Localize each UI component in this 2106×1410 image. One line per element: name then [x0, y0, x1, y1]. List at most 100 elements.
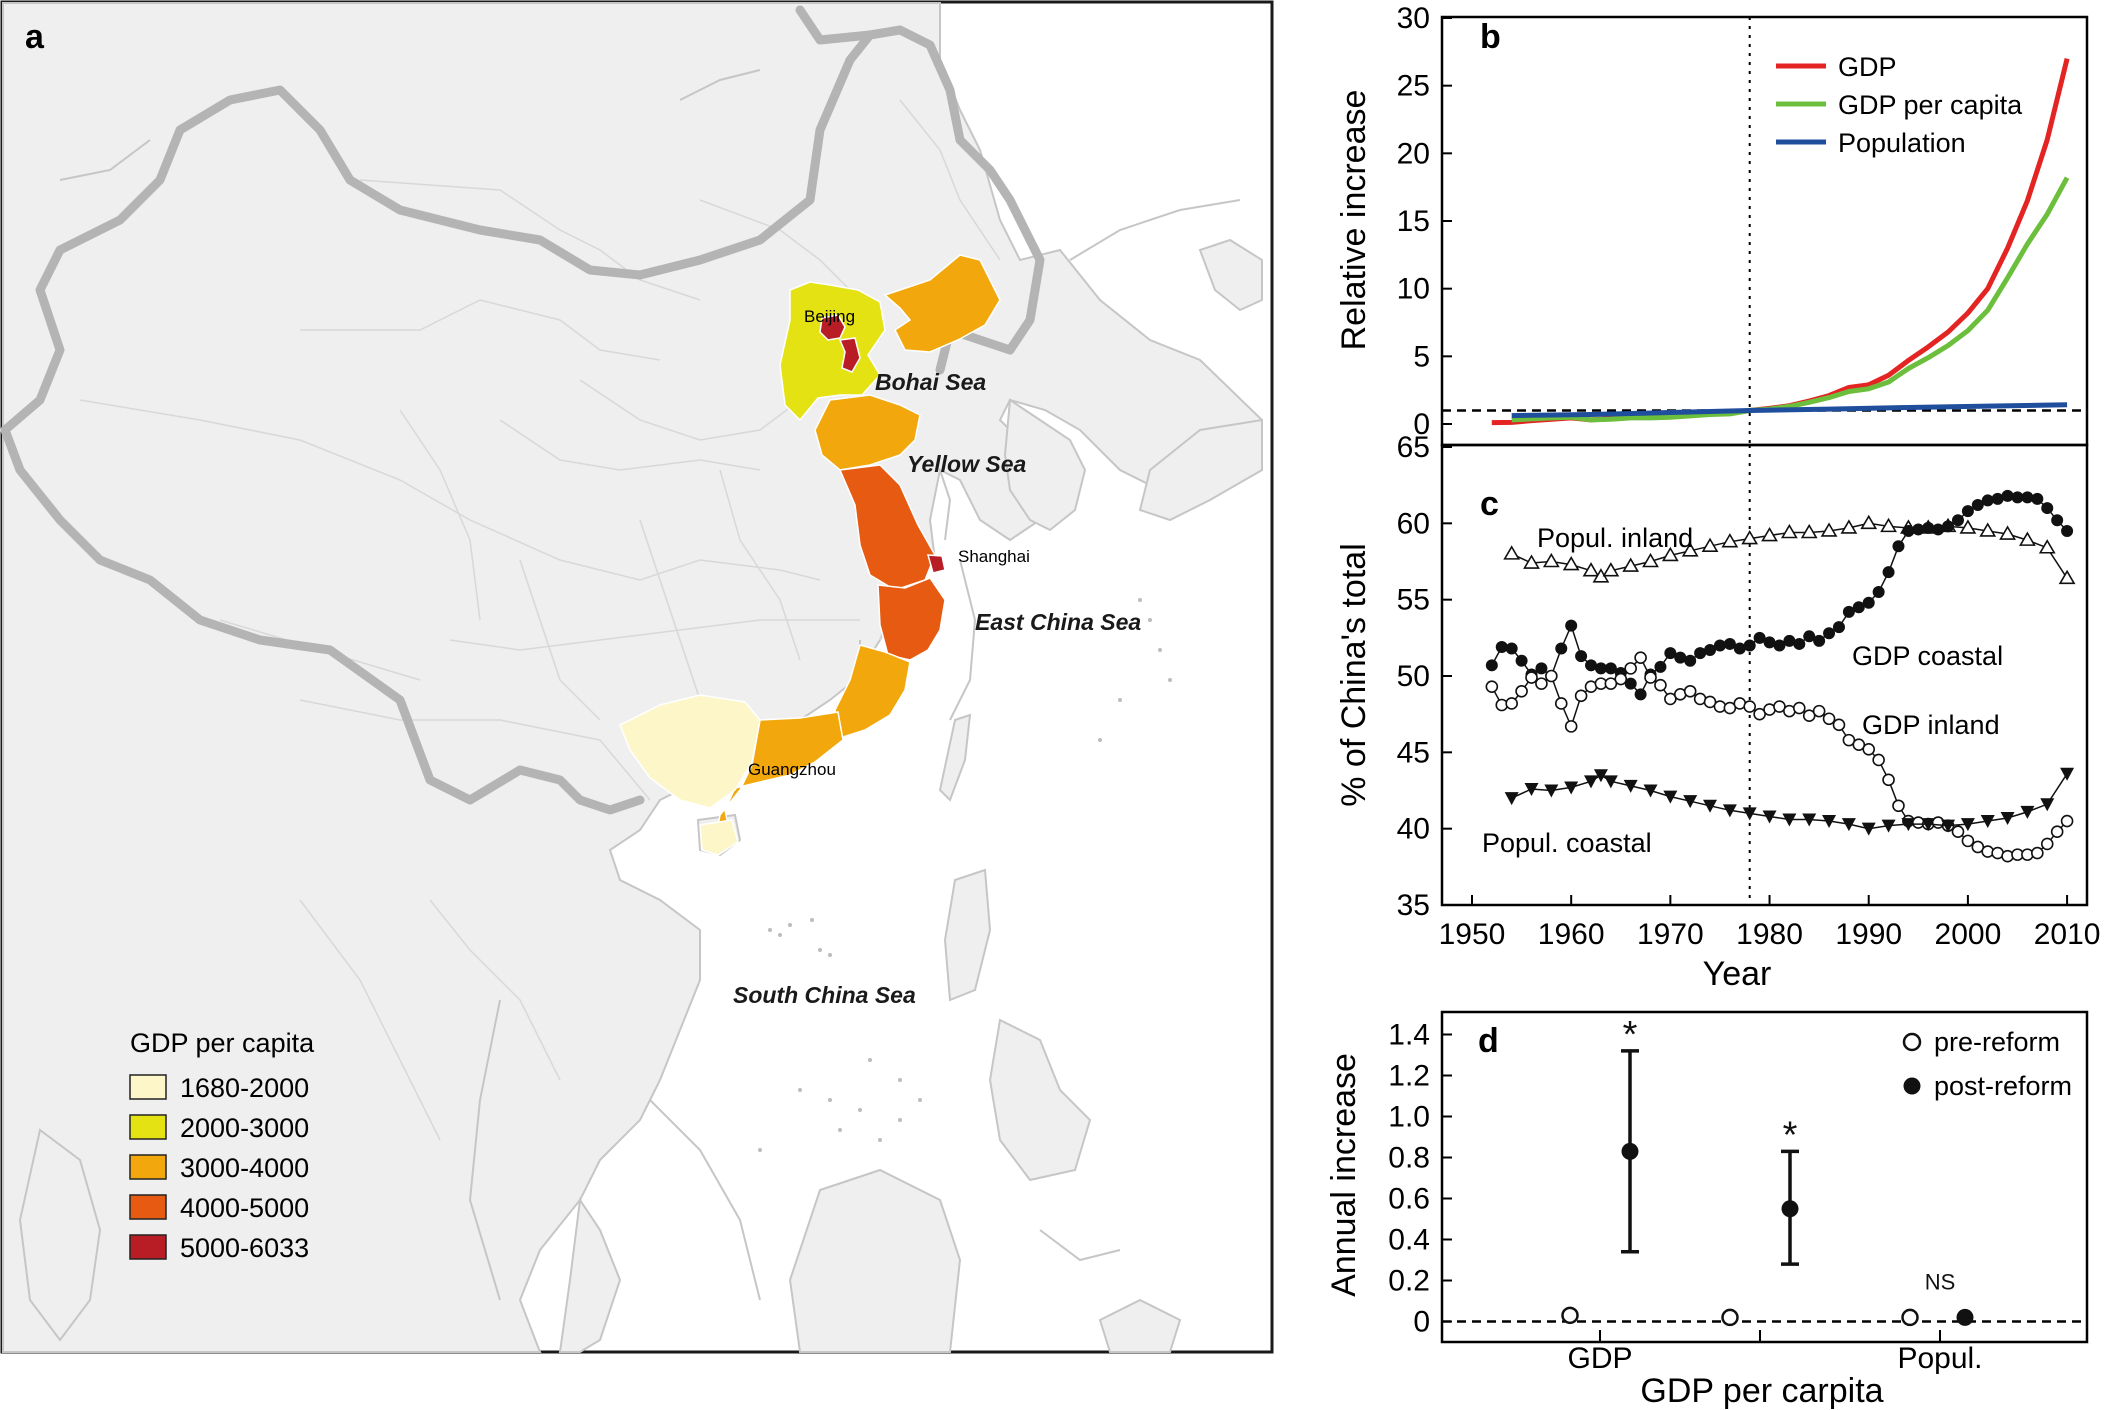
point-popul-coastal [1921, 818, 1936, 832]
point-gdp-coastal [1555, 642, 1568, 655]
point-popul-coastal [1881, 819, 1896, 833]
point-gdp-coastal [1902, 524, 1915, 537]
point-gdp-coastal [1813, 634, 1826, 647]
point-gdp-coastal [2031, 492, 2044, 505]
province-liaoning [883, 254, 1001, 353]
point-gdp-coastal [1823, 627, 1836, 640]
point-gdp-coastal [1942, 520, 1955, 533]
point-gdp-coastal [1535, 662, 1548, 675]
point-gdp-inland [1624, 662, 1637, 675]
point-gdp-inland [1505, 697, 1518, 710]
point-gdp-inland [1644, 671, 1657, 684]
point-popul-coastal [1544, 784, 1559, 798]
point-gdp-inland [1743, 700, 1757, 713]
point-gdp-inland [1485, 680, 1499, 693]
point-popul-inland [1602, 562, 1620, 577]
point-gdp-coastal [2041, 502, 2054, 515]
panel-c-ylabel: % of China's total [1335, 543, 1373, 807]
panel-c-xtick-label: 2000 [1935, 918, 2002, 951]
panel-b-ytick-label: 10 [1397, 273, 1430, 306]
point-gdp-coastal [1495, 640, 1508, 653]
legend-label: post-reform [1934, 1071, 2072, 1101]
legend-swatch [129, 1194, 167, 1220]
panel-c-xtick-label: 1970 [1637, 918, 1704, 951]
point-gdp-coastal [1634, 688, 1647, 701]
point-gdp-inland [1723, 701, 1737, 715]
point-gdp-coastal [1674, 651, 1687, 664]
point-popul-inland [2058, 569, 2076, 585]
island-dots [758, 598, 1172, 1152]
panel-label-d: d [1478, 1022, 1499, 1060]
point-gdp-inland [1971, 840, 1985, 854]
map-legend-title: GDP per capita [130, 1028, 315, 1058]
point-gdp-coastal [1832, 621, 1845, 634]
legend-label: 5000-6033 [180, 1233, 309, 1263]
point-popul-inland [1661, 546, 1679, 562]
point-popul-inland [1761, 526, 1778, 542]
point-popul-coastal [1593, 769, 1608, 783]
point-gdp-inland [1753, 707, 1766, 721]
point-gdp-inland [1545, 669, 1558, 683]
panel-d-ytick-label: 1.0 [1388, 1101, 1430, 1134]
panel-label-a: a [25, 18, 45, 56]
legend-label: pre-reform [1934, 1027, 2060, 1057]
china-border [0, 25, 1045, 435]
point-popul-inland [1642, 552, 1659, 568]
panel-d-ytick-label: 1.2 [1388, 1060, 1430, 1093]
point-popul-coastal [1603, 775, 1618, 789]
point-gdp-inland [1792, 701, 1806, 715]
province-beijing [819, 314, 846, 341]
panel-c-xtick-label: 1960 [1538, 918, 1605, 951]
point-popul-inland [1820, 522, 1838, 537]
coastline-details [59, 69, 1241, 1301]
point-gdp-inland [1862, 742, 1876, 756]
series-line-gdp-inland [1491, 656, 2068, 857]
panel-c-xtick-label: 1980 [1736, 918, 1803, 951]
panel-label-b: b [1480, 18, 1501, 56]
legend-label: GDP [1838, 52, 1897, 82]
legend-swatch [129, 1074, 167, 1100]
point-gdp-inland [1703, 695, 1717, 709]
point-popul-inland [1741, 530, 1759, 545]
panel-d-frame [1440, 1010, 2089, 1344]
point-gdp-coastal [1852, 601, 1865, 614]
point-popul-coastal [1524, 782, 1539, 796]
point-gdp-coastal [1872, 586, 1885, 599]
panel-d-ytick-label: 0.8 [1388, 1142, 1430, 1175]
point-gdp-inland [1525, 671, 1538, 684]
series-label-gdp-inland: GDP inland [1862, 710, 2000, 740]
point-popul-inland [1542, 552, 1560, 568]
point-gdp-coastal [1922, 521, 1935, 534]
point-popul-inland [1979, 522, 1997, 537]
point-gdp-coastal [1981, 494, 1994, 507]
point-gdp-inland [1852, 738, 1866, 752]
series-label-gdp-coastal: GDP coastal [1852, 641, 2003, 671]
panel-b-ytick-label: 20 [1397, 137, 1430, 170]
point-gdp-coastal [1912, 523, 1925, 536]
point-post-reform [1781, 1200, 1799, 1218]
gdp-provinces [619, 254, 1001, 856]
panel-d-ytick-label: 0.6 [1388, 1183, 1430, 1216]
point-gdp-inland [1832, 718, 1846, 732]
point-gdp-coastal [1713, 639, 1726, 652]
panel-d-xtick-label: GDP [1567, 1342, 1632, 1375]
point-pre-reform [1901, 1308, 1919, 1327]
point-gdp-coastal [2001, 489, 2014, 502]
point-popul-coastal [1980, 815, 1995, 829]
legend-label: 1680-2000 [180, 1073, 309, 1103]
panel-c-xtick-label: 2010 [2034, 918, 2101, 951]
city-label-shanghai: Shanghai [958, 547, 1030, 566]
panel-c-xtick-label: 1990 [1835, 918, 1902, 951]
panel-d: d Annual increase GDP per carpita 0 0.2 0.… [1325, 1010, 2089, 1410]
point-popul-coastal [1504, 792, 1519, 806]
sea-label-east-china: East China Sea [975, 609, 1141, 635]
point-popul-coastal [1782, 813, 1797, 827]
point-gdp-inland [2040, 837, 2054, 851]
point-popul-inland [2038, 539, 2056, 554]
point-gdp-inland [1634, 651, 1647, 664]
legend-label: GDP per capita [1838, 90, 2023, 120]
point-gdp-coastal [1882, 566, 1895, 579]
point-popul-inland [2019, 531, 2036, 546]
point-popul-coastal [1623, 779, 1638, 793]
point-popul-coastal [1742, 807, 1757, 821]
